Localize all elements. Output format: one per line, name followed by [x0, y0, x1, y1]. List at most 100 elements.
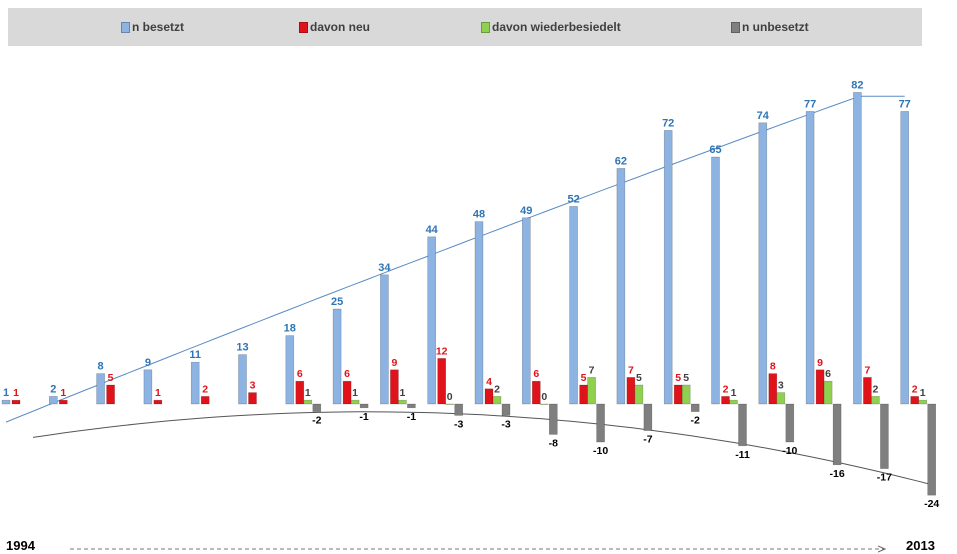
- bar-besetzt-2011: [805, 111, 815, 405]
- bar-neu-2001: [342, 380, 352, 405]
- label-besetzt-1999: 13: [236, 342, 248, 354]
- bar-besetzt-2008: [663, 130, 673, 405]
- bar-wiederbesiedelt-2002: [398, 399, 407, 405]
- bar-neu-2005: [531, 380, 541, 405]
- bar-besetzt-1994: [1, 399, 11, 405]
- legend-label-wiederbesiedelt: davon wiederbesiedelt: [492, 20, 621, 34]
- label-neu-2009: 2: [723, 383, 729, 395]
- label-besetzt-2005: 49: [520, 205, 532, 217]
- label-neu-2012: 7: [864, 364, 870, 376]
- bar-neu-2013: [910, 396, 920, 405]
- bar-wiederbesiedelt-2004: [492, 396, 502, 405]
- label-besetzt-2009: 65: [709, 144, 721, 156]
- label-unbesetzt-2002: -1: [407, 411, 416, 423]
- label-neu-2007: 7: [628, 364, 634, 376]
- label-wiederbesiedelt-2013: 1: [920, 387, 926, 399]
- label-besetzt-1996: 8: [98, 361, 104, 373]
- label-neu-1995: 1: [60, 387, 66, 399]
- bar-unbesetzt-2006: [596, 403, 605, 443]
- bar-besetzt-1996: [96, 373, 105, 405]
- label-neu-1999: 3: [250, 380, 256, 392]
- label-unbesetzt-2009: -11: [735, 449, 750, 461]
- label-neu-2001: 6: [344, 368, 350, 380]
- label-wiederbesiedelt-2004: 2: [494, 383, 500, 395]
- legend-label-neu: davon neu: [310, 20, 371, 34]
- bar-unbesetzt-2003: [454, 403, 464, 416]
- bar-neu-1999: [248, 392, 257, 405]
- bar-unbesetzt-2008: [690, 403, 700, 412]
- label-wiederbesiedelt-2007: 5: [636, 372, 642, 384]
- label-besetzt-2011: 77: [804, 98, 816, 110]
- label-besetzt-2010: 74: [757, 110, 770, 122]
- bar-wiederbesiedelt-2010: [776, 392, 786, 405]
- label-besetzt-2001: 25: [331, 296, 343, 308]
- bar-unbesetzt-2002: [407, 403, 416, 409]
- bar-wiederbesiedelt-2008: [681, 384, 691, 405]
- bar-wiederbesiedelt-2003: [445, 403, 455, 405]
- label-unbesetzt-2006: -10: [593, 445, 608, 457]
- bar-unbesetzt-2012: [880, 403, 889, 469]
- bar-unbesetzt-2007: [643, 403, 653, 431]
- bar-besetzt-2009: [711, 156, 720, 405]
- label-besetzt-2000: 18: [284, 323, 296, 335]
- bar-wiederbesiedelt-2006: [587, 377, 596, 405]
- label-besetzt-1994: 1: [3, 387, 9, 399]
- label-unbesetzt-2004: -3: [501, 418, 510, 430]
- label-besetzt-2006: 52: [567, 193, 579, 205]
- label-neu-1998: 2: [202, 383, 208, 395]
- label-wiederbesiedelt-2008: 5: [683, 372, 689, 384]
- label-neu-2013: 2: [912, 383, 918, 395]
- legend-swatch-besetzt: [121, 21, 130, 33]
- label-wiederbesiedelt-2006: 7: [589, 364, 595, 376]
- bar-wiederbesiedelt-2011: [823, 380, 833, 405]
- label-unbesetzt-2001: -1: [359, 411, 368, 423]
- bar-besetzt-1999: [238, 354, 247, 405]
- bar-unbesetzt-2013: [927, 403, 937, 496]
- label-neu-2003: 12: [436, 345, 448, 357]
- bar-besetzt-2003: [427, 236, 437, 405]
- bar-neu-2009: [721, 396, 730, 405]
- bar-neu-2010: [768, 373, 778, 405]
- bar-besetzt-2005: [521, 217, 531, 405]
- label-neu-2005: 6: [533, 368, 539, 380]
- label-neu-2008: 5: [675, 372, 681, 384]
- label-wiederbesiedelt-2005: 0: [541, 391, 547, 403]
- label-unbesetzt-2000: -2: [312, 415, 321, 427]
- label-wiederbesiedelt-2000: 1: [305, 387, 311, 399]
- legend-label-unbesetzt: n unbesetzt: [742, 20, 809, 34]
- label-wiederbesiedelt-2010: 3: [778, 380, 784, 392]
- label-unbesetzt-2008: -2: [691, 415, 700, 427]
- label-besetzt-2002: 34: [378, 262, 391, 274]
- legend-swatch-wiederbesiedelt: [481, 21, 490, 33]
- label-unbesetzt-2005: -8: [549, 437, 558, 449]
- label-besetzt-2003: 44: [426, 224, 439, 236]
- bar-besetzt-2010: [758, 122, 768, 405]
- bar-besetzt-2006: [569, 206, 578, 405]
- bar-unbesetzt-2009: [738, 403, 747, 447]
- label-neu-1997: 1: [155, 387, 161, 399]
- bar-besetzt-2007: [616, 168, 626, 405]
- label-wiederbesiedelt-2002: 1: [399, 387, 405, 399]
- label-besetzt-2004: 48: [473, 209, 485, 221]
- bar-unbesetzt-2004: [501, 403, 511, 416]
- bar-besetzt-2001: [332, 308, 342, 405]
- label-neu-1996: 5: [108, 372, 114, 384]
- label-wiederbesiedelt-2009: 1: [731, 387, 737, 399]
- label-neu-2002: 9: [391, 357, 397, 369]
- label-neu-2000: 6: [297, 368, 303, 380]
- label-unbesetzt-2011: -16: [830, 468, 845, 480]
- bar-unbesetzt-2000: [312, 403, 322, 412]
- label-unbesetzt-2012: -17: [877, 472, 892, 484]
- label-unbesetzt-2013: -24: [924, 498, 939, 510]
- end-year-label: 2013: [906, 538, 935, 553]
- bar-besetzt-2004: [474, 221, 484, 405]
- bar-wiederbesiedelt-2009: [729, 399, 738, 405]
- bar-besetzt-1995: [48, 396, 58, 405]
- label-besetzt-1995: 2: [50, 383, 56, 395]
- label-unbesetzt-2010: -10: [782, 445, 797, 457]
- bar-neu-1994: [11, 399, 21, 405]
- legend-swatch-neu: [299, 21, 308, 33]
- bar-wiederbesiedelt-2000: [303, 399, 313, 405]
- legend: n besetzt davon neu davon wiederbesiedel…: [8, 8, 922, 46]
- bar-unbesetzt-2011: [832, 403, 842, 466]
